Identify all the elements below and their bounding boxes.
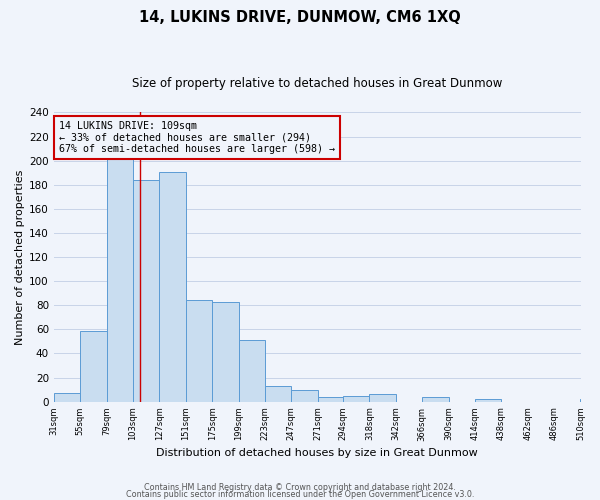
Bar	[107, 160, 133, 402]
Bar	[343, 396, 370, 402]
Bar	[475, 400, 502, 402]
Title: Size of property relative to detached houses in Great Dunmow: Size of property relative to detached ho…	[132, 78, 502, 90]
X-axis label: Distribution of detached houses by size in Great Dunmow: Distribution of detached houses by size …	[156, 448, 478, 458]
Bar	[212, 302, 239, 402]
Bar	[580, 400, 600, 402]
Bar	[370, 394, 396, 402]
Bar	[160, 172, 186, 402]
Bar	[186, 300, 212, 402]
Bar	[422, 397, 449, 402]
Bar	[265, 386, 291, 402]
Bar	[291, 390, 317, 402]
Bar	[54, 394, 80, 402]
Text: Contains public sector information licensed under the Open Government Licence v3: Contains public sector information licen…	[126, 490, 474, 499]
Bar	[317, 397, 343, 402]
Text: Contains HM Land Registry data © Crown copyright and database right 2024.: Contains HM Land Registry data © Crown c…	[144, 484, 456, 492]
Text: 14 LUKINS DRIVE: 109sqm
← 33% of detached houses are smaller (294)
67% of semi-d: 14 LUKINS DRIVE: 109sqm ← 33% of detache…	[59, 121, 335, 154]
Bar	[80, 330, 107, 402]
Bar	[133, 180, 160, 402]
Text: 14, LUKINS DRIVE, DUNMOW, CM6 1XQ: 14, LUKINS DRIVE, DUNMOW, CM6 1XQ	[139, 10, 461, 25]
Y-axis label: Number of detached properties: Number of detached properties	[15, 170, 25, 345]
Bar	[239, 340, 265, 402]
